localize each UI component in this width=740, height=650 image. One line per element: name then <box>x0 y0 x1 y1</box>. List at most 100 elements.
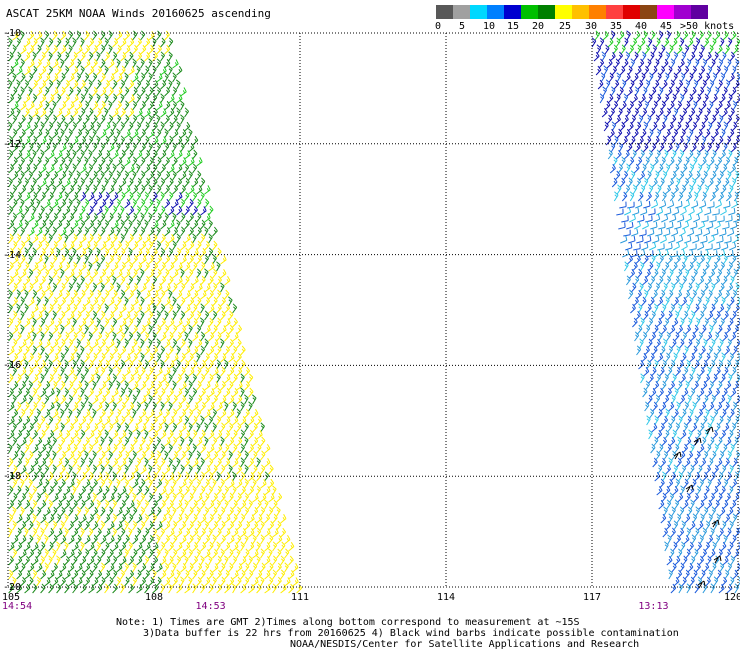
wind-barb <box>35 198 41 209</box>
wind-barb <box>658 331 663 342</box>
wind-barb <box>112 163 117 174</box>
wind-barb <box>650 275 656 286</box>
wind-barb <box>112 443 118 454</box>
wind-barb <box>244 492 250 503</box>
wind-barb <box>192 317 198 328</box>
wind-barb <box>682 220 690 230</box>
wind-barb <box>44 577 51 587</box>
wind-barb <box>192 177 199 188</box>
wind-barb <box>60 254 66 265</box>
wind-barb <box>68 325 75 335</box>
wind-barb <box>44 492 49 503</box>
wind-barb <box>64 108 71 118</box>
wind-barb <box>662 170 668 181</box>
wind-barb <box>56 415 62 426</box>
wind-barb <box>104 528 111 538</box>
wind-barb <box>669 191 676 202</box>
wind-barb <box>232 528 239 538</box>
wind-barb <box>84 548 90 559</box>
wind-barb <box>40 583 46 594</box>
wind-barb <box>60 310 66 321</box>
wind-barb <box>732 569 739 580</box>
wind-barb <box>714 275 721 286</box>
wind-barb <box>701 79 707 90</box>
wind-barb <box>132 184 139 195</box>
scale-swatch <box>657 5 674 19</box>
wind-barb <box>719 394 726 405</box>
wind-barb <box>657 163 664 174</box>
wind-barb <box>56 359 62 370</box>
wind-barb <box>212 436 218 447</box>
wind-barb <box>635 177 642 188</box>
wind-barb <box>657 51 663 62</box>
wind-barb <box>80 499 86 510</box>
wind-barb <box>116 170 122 181</box>
wind-barb <box>180 408 187 419</box>
wind-barb <box>641 107 648 118</box>
wind-barb <box>52 114 58 125</box>
wind-barb <box>192 499 198 510</box>
wind-barb <box>16 485 22 496</box>
wind-barb <box>661 79 668 90</box>
wind-barb <box>104 289 110 300</box>
wind-barb <box>128 555 135 566</box>
wind-barb <box>735 149 740 160</box>
wind-barb <box>692 235 700 244</box>
wind-barb <box>60 436 66 447</box>
wind-barb <box>32 458 39 468</box>
wind-barb <box>216 345 222 356</box>
wind-barb <box>729 51 735 62</box>
wind-barb <box>726 170 732 181</box>
wind-barb <box>208 205 214 216</box>
wind-barb <box>697 163 703 174</box>
wind-barb <box>72 136 79 146</box>
wind-barb <box>732 44 739 55</box>
wind-barb <box>667 177 675 188</box>
wind-barb <box>718 249 726 258</box>
wind-barb <box>96 317 101 328</box>
wind-barb <box>722 86 728 97</box>
wind-barb <box>232 499 238 510</box>
wind-barb <box>12 436 18 447</box>
scale-swatch <box>470 5 487 19</box>
wind-barb <box>164 380 170 391</box>
wind-barb <box>116 325 123 335</box>
wind-barb <box>40 149 45 160</box>
wind-barb <box>112 429 119 440</box>
wind-barb <box>220 408 227 419</box>
wind-barb <box>728 72 735 83</box>
wind-barb <box>32 262 39 272</box>
wind-barb <box>136 65 141 76</box>
wind-barb <box>614 114 621 125</box>
wind-barb <box>184 373 190 384</box>
wind-barb <box>674 86 680 97</box>
wind-barb <box>72 51 78 62</box>
wind-barb <box>40 499 47 510</box>
wind-barb <box>76 156 82 167</box>
wind-barb <box>180 212 186 223</box>
wind-barb <box>725 303 731 314</box>
wind-barb <box>112 233 118 244</box>
wind-barb <box>52 409 59 419</box>
wind-barb <box>675 254 681 265</box>
wind-barb <box>711 506 717 517</box>
wind-barb <box>144 108 151 118</box>
wind-barb <box>228 562 234 573</box>
wind-barb <box>200 401 206 412</box>
wind-barb <box>232 401 237 412</box>
wind-barb <box>84 324 89 335</box>
wind-barb <box>52 353 59 363</box>
wind-barb <box>691 121 698 132</box>
wind-barb <box>100 422 106 433</box>
wind-barb <box>675 366 681 377</box>
wind-barb <box>88 192 95 202</box>
wind-barb <box>220 422 226 433</box>
contaminated-wind-barb <box>685 484 694 493</box>
wind-barb <box>212 310 218 321</box>
wind-barb <box>24 443 30 454</box>
wind-barb <box>236 534 242 545</box>
wind-barb <box>702 527 708 538</box>
wind-barb <box>724 457 730 468</box>
wind-barb <box>164 394 171 405</box>
wind-barb <box>676 345 681 356</box>
